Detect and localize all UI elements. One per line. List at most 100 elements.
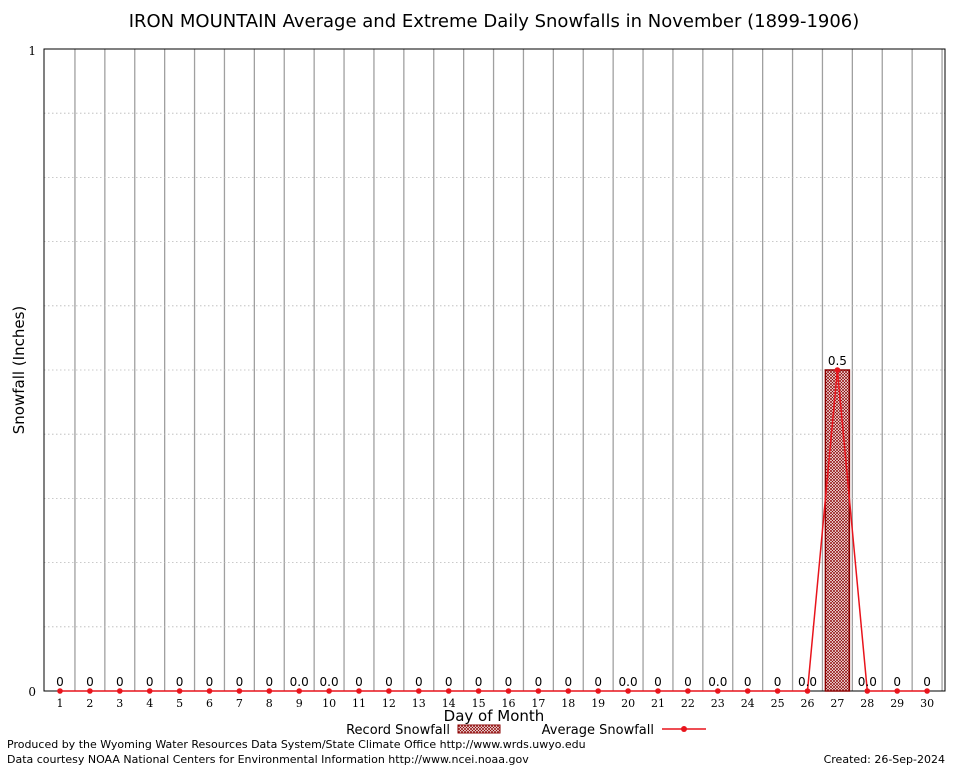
legend: Record Snowfall Average Snowfall [346,723,706,738]
data-label: 0 [265,675,273,689]
average-point [356,688,362,694]
y-axis-label: Snowfall (Inches) [10,306,28,434]
grid-lines [44,49,945,691]
x-tick-label: 27 [830,697,844,710]
x-tick-label: 30 [920,697,934,710]
average-point [206,688,213,694]
data-label: 0 [654,675,662,689]
data-label: 0 [774,675,782,689]
x-tick-label: 10 [322,697,336,710]
data-label: 0.0 [619,675,638,689]
data-label: 0 [146,675,154,689]
y-tick-1: 1 [28,44,36,58]
x-tick-label: 14 [442,697,456,710]
data-label: 0 [684,675,692,689]
record-bars [824,369,851,692]
x-tick-label: 15 [472,697,486,710]
x-tick-label: 4 [146,697,153,710]
average-point [535,688,542,694]
data-labels: 0 0 0 0 0 0 0 0 0.0 0.0 0 0 0 0 0 0 0 0 0 0.0 0 0 0.0 0 0 0.0 0.5 0… [56,354,931,689]
data-label: 0 [86,675,94,689]
average-point [595,688,601,694]
x-tick-label: 19 [591,697,605,710]
x-tick-label: 22 [681,697,695,710]
average-point [445,688,452,694]
average-point [87,688,93,694]
x-tick-label: 12 [382,697,396,710]
data-label: 0 [445,675,453,689]
x-tick-label: 20 [621,697,635,710]
data-label: 0 [206,675,214,689]
average-line-path [60,369,928,692]
x-tick-label: 7 [236,697,243,710]
data-label: 0 [415,675,423,689]
average-point [475,688,482,694]
average-point [894,688,900,694]
x-tick-labels: 1 2 3 4 5 6 7 8 9 10 11 12 13 14 15 16 17 18 19 20 21 22 23 24 2… [57,697,935,710]
average-point [117,688,123,694]
data-label: 0 [893,675,901,689]
legend-average-marker [681,726,687,732]
average-point [744,688,751,694]
data-label: 0.0 [798,675,817,689]
average-point [296,688,303,694]
data-label: 0 [505,675,513,689]
x-tick-label: 1 [57,697,64,710]
x-tick-label: 18 [561,697,575,710]
y-tick-0: 0 [28,685,36,699]
data-label: 0 [744,675,752,689]
x-axis-label: Day of Month [444,707,545,725]
data-label: 0.0 [858,675,877,689]
average-point [715,688,721,694]
x-tick-label: 8 [266,697,273,710]
footer-courtesy: Data courtesy NOAA National Centers for … [7,753,529,766]
average-point [655,688,661,694]
x-tick-label: 24 [741,697,755,710]
x-tick-label: 25 [771,697,785,710]
legend-record-swatch [457,724,501,734]
x-tick-label: 6 [206,697,213,710]
x-tick-label: 2 [86,697,93,710]
x-tick-label: 17 [531,697,545,710]
average-point [774,688,781,694]
x-tick-label: 21 [651,697,665,710]
x-tick-label: 11 [352,697,366,710]
x-tick-label: 23 [711,697,725,710]
average-line [57,367,930,694]
average-point [505,688,512,694]
average-point [386,688,392,694]
data-label: 0 [385,675,393,689]
data-label: 0 [475,675,483,689]
x-tick-label: 26 [801,697,815,710]
average-point [924,688,930,694]
average-point [625,688,631,694]
average-point [236,688,243,694]
data-label: 0.5 [828,354,847,368]
average-point [804,688,811,694]
data-label: 0 [535,675,543,689]
data-label: 0 [594,675,602,689]
average-point [565,688,572,694]
average-point [176,688,183,694]
x-tick-label: 13 [412,697,426,710]
legend-record-label: Record Snowfall [346,723,450,738]
x-tick-label: 16 [502,697,516,710]
data-label: 0.0 [290,675,309,689]
data-label: 0 [236,675,244,689]
x-tick-label: 5 [176,697,183,710]
footer-produced-by: Produced by the Wyoming Water Resources … [7,738,586,751]
x-tick-label: 3 [116,697,123,710]
data-label: 0.0 [320,675,339,689]
data-label: 0 [116,675,124,689]
data-label: 0 [355,675,363,689]
average-point [864,688,871,694]
data-label: 0 [923,675,931,689]
data-label: 0 [564,675,572,689]
average-point [834,367,841,373]
footer-created: Created: 26-Sep-2024 [824,753,945,766]
average-point [416,688,422,694]
average-point [685,688,691,694]
x-tick-label: 29 [890,697,904,710]
data-label: 0.0 [708,675,727,689]
